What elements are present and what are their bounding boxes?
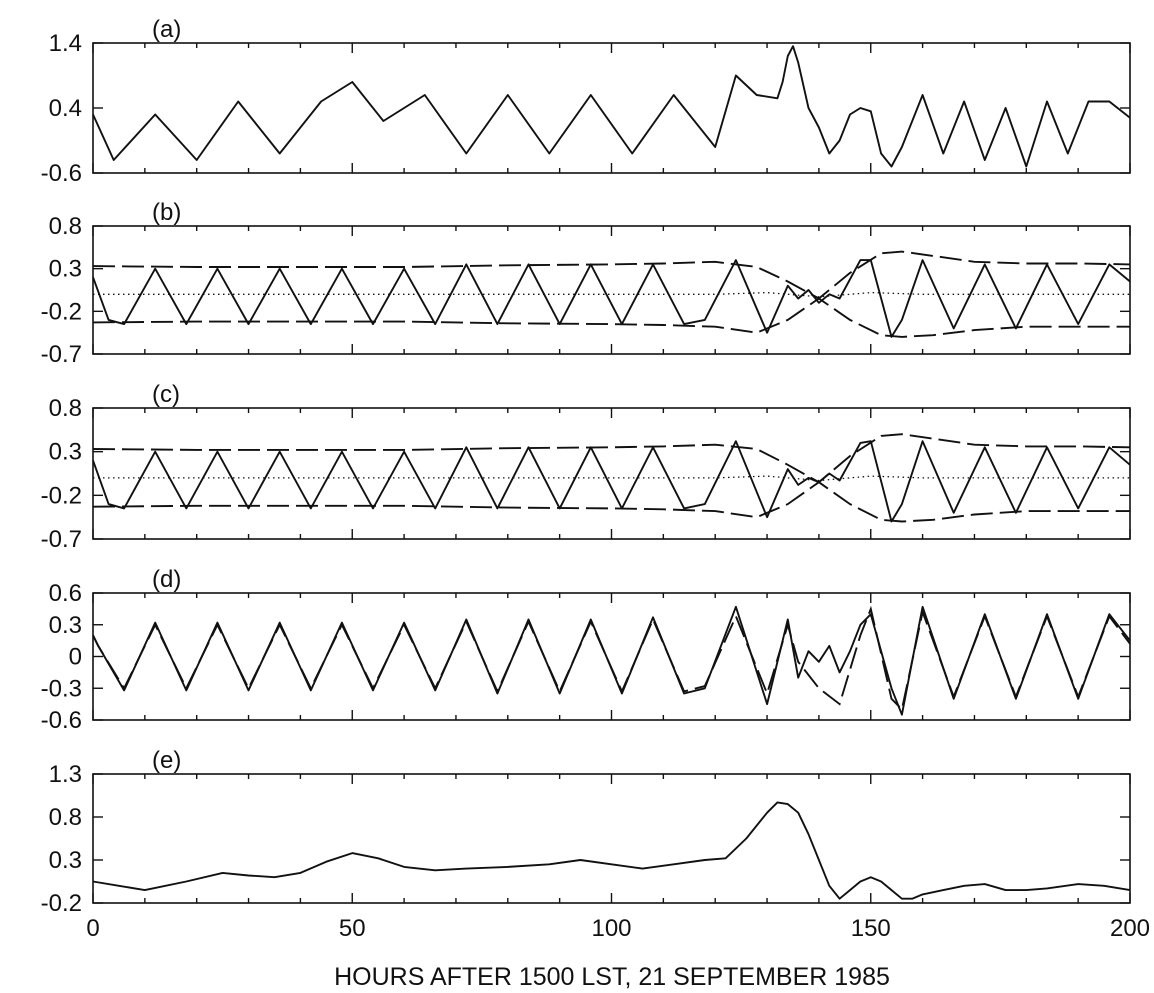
y-tick-label: -0.2 <box>41 890 82 917</box>
panel-b: (b) 0.8 0.3 -0.2 -0.7 <box>41 199 1131 368</box>
series-line-solid <box>92 259 1131 338</box>
x-tick-label: 200 <box>1110 915 1150 942</box>
plot-frame <box>92 42 1131 174</box>
y-tick-label: 1.3 <box>49 761 82 788</box>
y-tick-label: -0.2 <box>41 298 82 325</box>
series-line-solid <box>92 605 1131 716</box>
y-tick-label: 0.3 <box>49 439 82 466</box>
series-line-dashed <box>92 605 1131 712</box>
panel-e: (e) 1.3 0.8 0.3 -0.20 50 100 150 200 <box>41 747 1150 942</box>
series-line-dashed <box>92 297 1130 338</box>
panel-label: (c) <box>152 381 180 408</box>
y-tick-label: -0.3 <box>41 675 82 702</box>
x-tick-label: 150 <box>851 915 891 942</box>
series-line-dashed <box>92 481 1130 523</box>
x-tick-label: 50 <box>339 915 366 942</box>
x-tick-label: 0 <box>86 915 99 942</box>
plot-frame <box>92 407 1131 540</box>
y-tick-label: -0.6 <box>41 160 82 187</box>
y-tick-label: -0.7 <box>41 526 82 553</box>
y-tick-label: 0.8 <box>49 213 82 240</box>
panel-d: (d) 0.6 0.3 0 -0.3 -0.6 <box>41 566 1131 734</box>
y-tick-label: 1.4 <box>49 30 82 57</box>
plot-frame <box>92 592 1131 721</box>
series-line-solid <box>92 440 1131 523</box>
y-tick-label: 0.8 <box>49 395 82 422</box>
series-line-solid <box>92 45 1131 168</box>
series-line-dotted <box>93 291 1130 298</box>
panel-label: (e) <box>152 747 181 774</box>
panel-label: (a) <box>152 16 181 43</box>
x-axis-label: HOURS AFTER 1500 LST, 21 SEPTEMBER 1985 <box>334 963 890 991</box>
y-tick-label: 0.8 <box>49 804 82 831</box>
series-line-solid <box>92 801 1131 900</box>
plot-frame <box>92 773 1131 904</box>
panel-a: (a) 1.4 0.4 -0.6 <box>41 16 1131 187</box>
series-line-dashed <box>92 250 1131 300</box>
y-tick-label: 0.3 <box>49 256 82 283</box>
panel-c: (c) 0.8 0.3 -0.2 -0.7 <box>41 381 1131 553</box>
y-tick-label: 0.4 <box>49 95 82 122</box>
series-line-dashed <box>92 433 1131 484</box>
series-line-dotted <box>93 475 1130 482</box>
y-tick-label: -0.6 <box>41 707 82 734</box>
plot-frame <box>92 225 1131 355</box>
y-tick-label: 0.3 <box>49 612 82 639</box>
y-tick-label: -0.2 <box>41 482 82 509</box>
y-tick-label: 0.6 <box>49 580 82 607</box>
y-tick-label: 0.3 <box>49 847 82 874</box>
panel-label: (d) <box>152 566 181 593</box>
y-tick-label: 0 <box>69 644 82 671</box>
y-tick-label: -0.7 <box>41 341 82 368</box>
panel-label: (b) <box>152 199 181 226</box>
x-tick-label: 100 <box>591 915 631 942</box>
